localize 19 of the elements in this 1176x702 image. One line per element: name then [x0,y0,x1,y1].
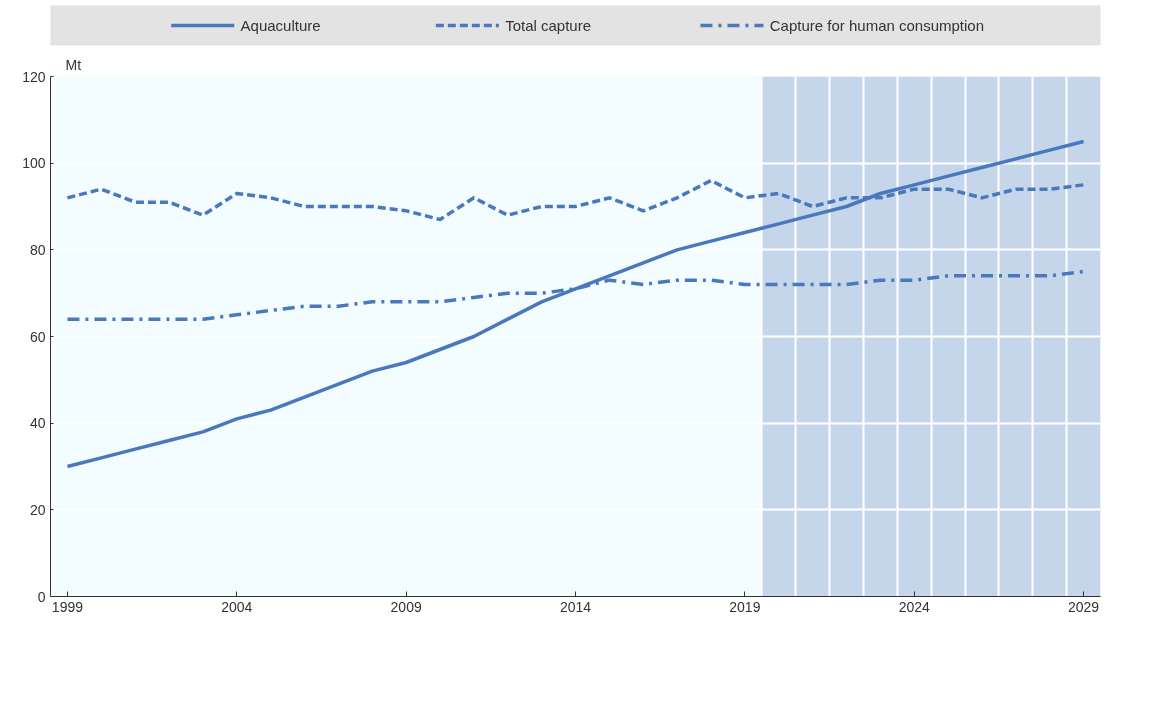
legend-label: Aquaculture [240,17,321,34]
y-tick-label: 40 [29,415,46,432]
y-tick-label: 20 [29,501,46,518]
x-tick-label: 2019 [729,598,761,615]
x-tick-label: 1999 [51,598,84,615]
legend-label: Capture for human consumption [769,17,985,34]
y-axis-title: Mt [65,56,82,73]
x-tick-label: 2014 [559,598,592,615]
y-tick-label: 60 [29,328,46,345]
x-tick-label: 2024 [898,598,930,615]
x-tick-label: 2009 [390,598,422,615]
x-tick-label: 2029 [1067,598,1100,615]
y-tick-label: 0 [37,588,46,605]
legend-label: Total capture [505,17,592,34]
y-tick-label: 120 [22,68,46,85]
y-tick-label: 100 [22,155,46,172]
line-series [65,139,1086,469]
y-tick-label: 80 [29,241,46,258]
x-tick-label: 2004 [221,598,253,615]
